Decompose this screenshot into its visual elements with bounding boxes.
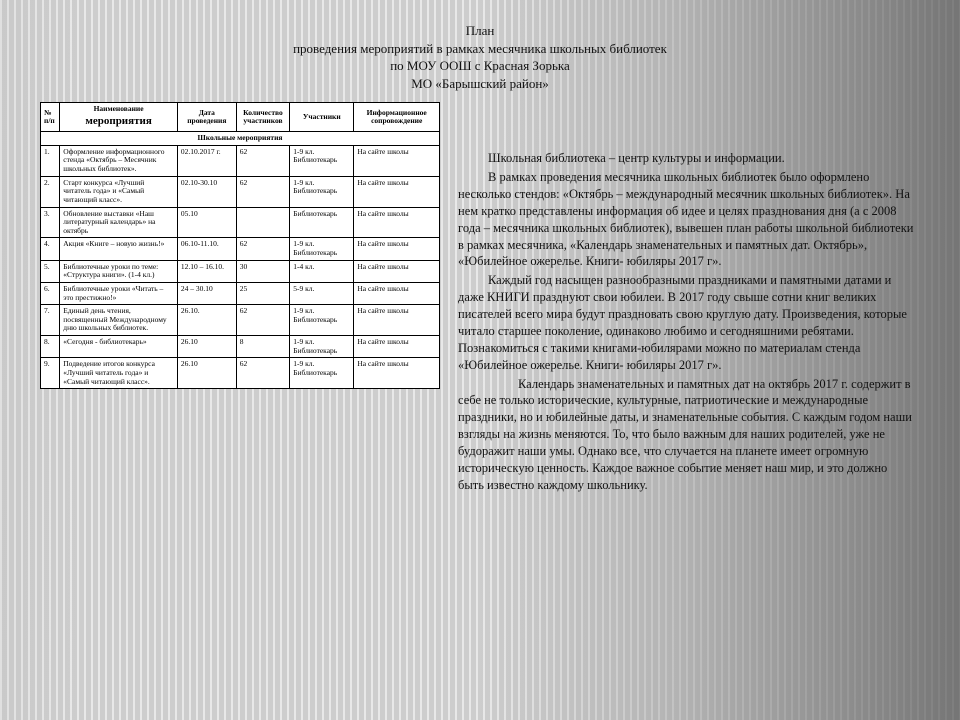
essay-p1: Школьная библиотека – центр культуры и и… [458, 150, 916, 167]
table-cell: 62 [236, 358, 289, 389]
table-cell: 62 [236, 305, 289, 336]
col-header-participants: Участники [290, 103, 354, 132]
table-cell: 9. [41, 358, 60, 389]
table-cell: 5. [41, 260, 60, 282]
table-cell: На сайте школы [354, 336, 440, 358]
table-row: 7.Единый день чтения, посвященный Междун… [41, 305, 440, 336]
table-cell: 5-9 кл. [290, 282, 354, 304]
section-header: Школьные мероприятия [41, 132, 440, 146]
table-cell: 3. [41, 207, 60, 238]
table-cell: 02.10.2017 г. [177, 145, 236, 176]
table-cell: На сайте школы [354, 176, 440, 207]
table-cell: 1-9 кл. Библиотекарь [290, 358, 354, 389]
table-cell: 1-9 кл. Библиотекарь [290, 305, 354, 336]
table-cell: 4. [41, 238, 60, 260]
document-title: План проведения мероприятий в рамках мес… [40, 22, 920, 92]
table-cell: 62 [236, 238, 289, 260]
table-cell: 1. [41, 145, 60, 176]
table-row: 6.Библиотечные уроки «Читать – это прест… [41, 282, 440, 304]
table-cell: Единый день чтения, посвященный Междунар… [60, 305, 178, 336]
table-row: 4.Акция «Книге – новую жизнь!»06.10-11.1… [41, 238, 440, 260]
table-cell: 8 [236, 336, 289, 358]
table-cell: 25 [236, 282, 289, 304]
table-cell: Обновление выставки «Наш литературный ка… [60, 207, 178, 238]
table-cell: 62 [236, 145, 289, 176]
table-cell: Подведение итогов конкурса «Лучший читат… [60, 358, 178, 389]
table-cell: 05.10 [177, 207, 236, 238]
table-cell: 24 – 30.10 [177, 282, 236, 304]
table-cell: Оформление информационного стенда «Октяб… [60, 145, 178, 176]
table-cell [236, 207, 289, 238]
table-cell: 8. [41, 336, 60, 358]
col-header-info: Информационное сопровождение [354, 103, 440, 132]
table-cell: 2. [41, 176, 60, 207]
col-header-qty: Количество участников [236, 103, 289, 132]
title-line-4: МО «Барышский район» [40, 75, 920, 93]
title-line-2: проведения мероприятий в рамках месячник… [40, 40, 920, 58]
essay-text: Школьная библиотека – центр культуры и и… [458, 102, 920, 496]
table-row: 3.Обновление выставки «Наш литературный … [41, 207, 440, 238]
table-cell: На сайте школы [354, 145, 440, 176]
table-cell: 12.10 – 16.10. [177, 260, 236, 282]
table-cell: 02.10-30.10 [177, 176, 236, 207]
table-cell: На сайте школы [354, 358, 440, 389]
essay-p3: Каждый год насыщен разнообразными праздн… [458, 272, 916, 373]
table-cell: Старт конкурса «Лучший читатель года» и … [60, 176, 178, 207]
table-cell: 1-9 кл. Библиотекарь [290, 176, 354, 207]
table-row: 8.«Сегодня - библиотекарь»26.1081-9 кл. … [41, 336, 440, 358]
plan-table: № п/п Наименование мероприятия Дата пров… [40, 102, 440, 389]
table-cell: 26.10 [177, 358, 236, 389]
col-header-number: № п/п [41, 103, 60, 132]
table-cell: «Сегодня - библиотекарь» [60, 336, 178, 358]
table-cell: 1-9 кл. Библиотекарь [290, 238, 354, 260]
table-cell: 7. [41, 305, 60, 336]
table-cell: Библиотекарь [290, 207, 354, 238]
table-cell: На сайте школы [354, 238, 440, 260]
title-line-1: План [40, 22, 920, 40]
table-cell: 26.10 [177, 336, 236, 358]
table-row: 1.Оформление информационного стенда «Окт… [41, 145, 440, 176]
table-cell: 1-9 кл. Библиотекарь [290, 145, 354, 176]
table-cell: 06.10-11.10. [177, 238, 236, 260]
essay-p2: В рамках проведения месячника школьных б… [458, 169, 916, 270]
table-cell: 6. [41, 282, 60, 304]
table-cell: Библиотечные уроки по теме: «Структура к… [60, 260, 178, 282]
table-cell: 26.10. [177, 305, 236, 336]
table-row: 5.Библиотечные уроки по теме: «Структура… [41, 260, 440, 282]
table-cell: 1-4 кл. [290, 260, 354, 282]
table-cell: 62 [236, 176, 289, 207]
table-row: 2.Старт конкурса «Лучший читатель года» … [41, 176, 440, 207]
essay-p4: Календарь знаменательных и памятных дат … [458, 376, 916, 494]
table-cell: На сайте школы [354, 207, 440, 238]
table-cell: На сайте школы [354, 260, 440, 282]
col-header-name: Наименование мероприятия [60, 103, 178, 132]
table-cell: На сайте школы [354, 305, 440, 336]
table-cell: Акция «Книге – новую жизнь!» [60, 238, 178, 260]
title-line-3: по МОУ ООШ с Красная Зорька [40, 57, 920, 75]
table-row: 9.Подведение итогов конкурса «Лучший чит… [41, 358, 440, 389]
table-cell: Библиотечные уроки «Читать – это престиж… [60, 282, 178, 304]
col-header-date: Дата проведения [177, 103, 236, 132]
table-cell: 1-9 кл. Библиотекарь [290, 336, 354, 358]
table-cell: На сайте школы [354, 282, 440, 304]
table-cell: 30 [236, 260, 289, 282]
